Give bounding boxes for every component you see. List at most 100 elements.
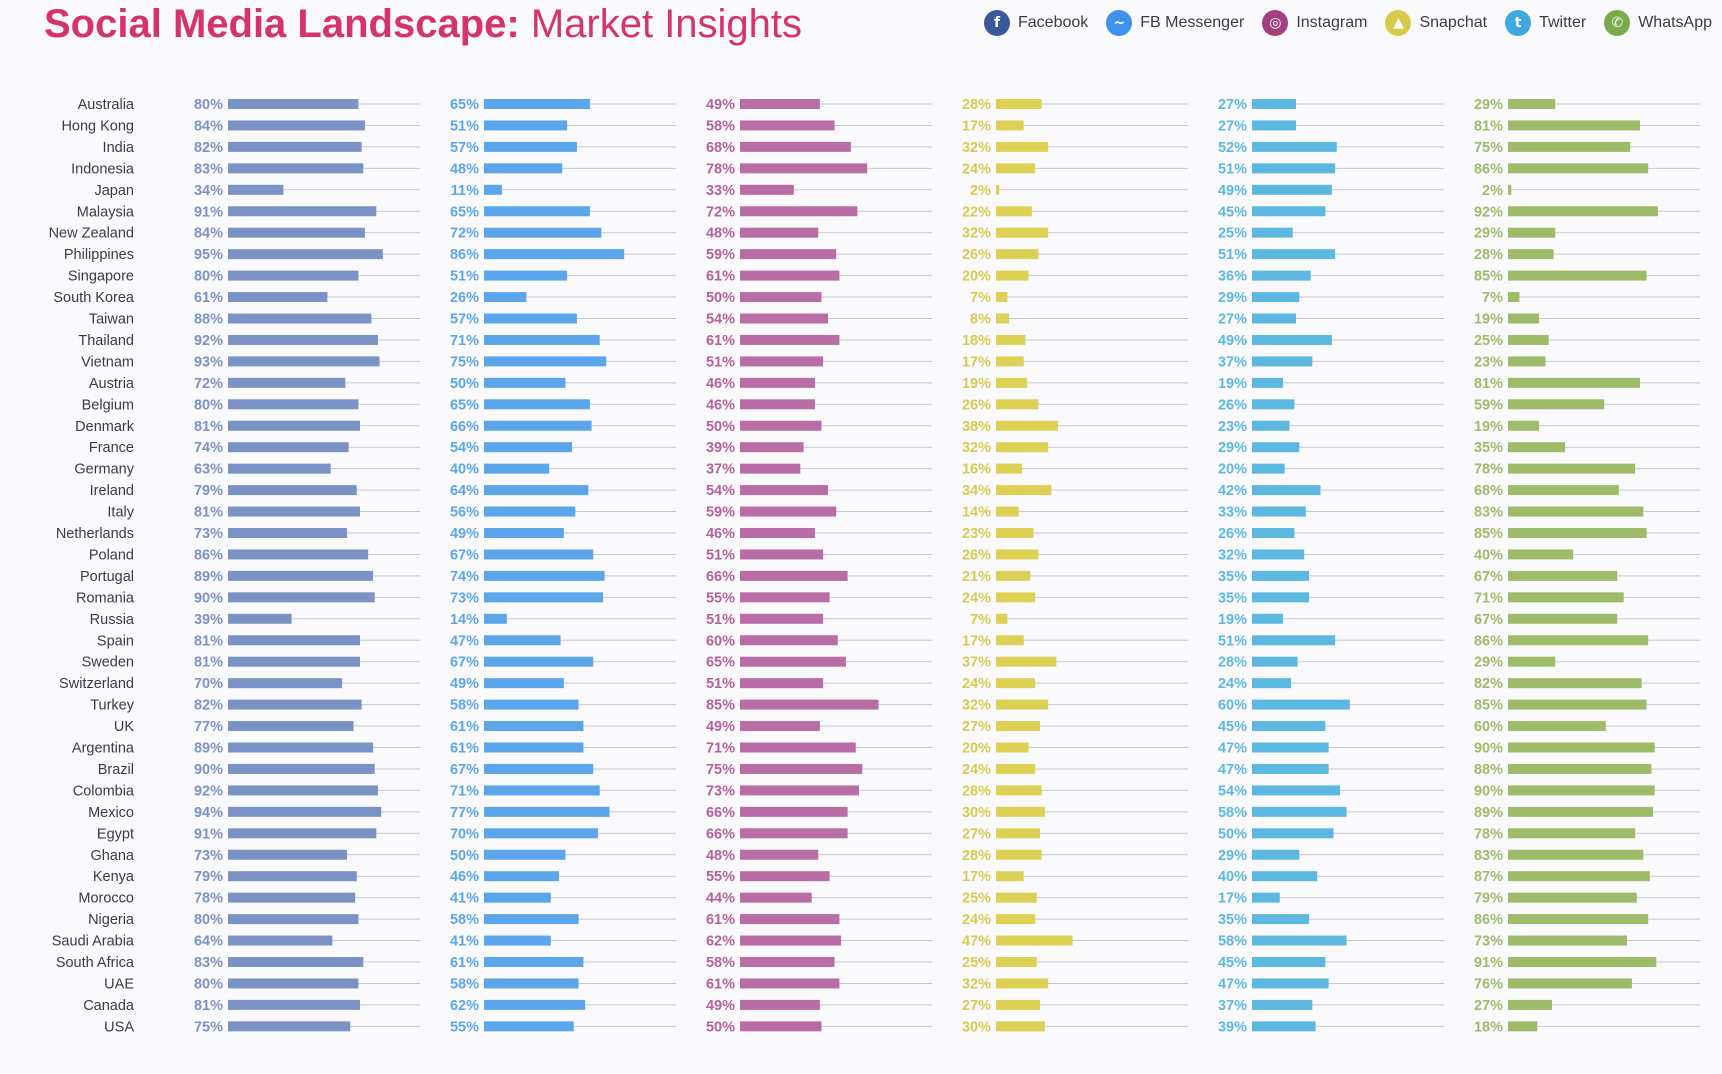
category-label: Indonesia bbox=[71, 161, 135, 177]
value-label: 24% bbox=[1218, 676, 1247, 692]
bar bbox=[484, 656, 594, 667]
value-label: 17% bbox=[1218, 891, 1247, 907]
facebook-icon: f bbox=[984, 10, 1010, 36]
bar bbox=[1252, 635, 1336, 646]
value-label: 37% bbox=[1218, 998, 1247, 1014]
category-label: Netherlands bbox=[56, 526, 134, 542]
value-label: 2% bbox=[1482, 183, 1503, 199]
value-label: 46% bbox=[706, 376, 735, 392]
value-label: 40% bbox=[1474, 547, 1503, 563]
value-label: 64% bbox=[194, 934, 223, 950]
bar bbox=[740, 656, 846, 667]
bar bbox=[484, 828, 599, 839]
value-label: 18% bbox=[962, 333, 991, 349]
bar bbox=[1252, 1021, 1316, 1032]
bar bbox=[740, 806, 848, 817]
legend-label: FB Messenger bbox=[1140, 14, 1245, 31]
value-label: 79% bbox=[1474, 891, 1503, 907]
bar bbox=[1252, 528, 1295, 538]
value-label: 73% bbox=[706, 783, 735, 799]
value-label: 23% bbox=[962, 526, 991, 542]
value-label: 39% bbox=[194, 612, 223, 628]
bar bbox=[1508, 763, 1652, 774]
bar bbox=[228, 635, 361, 646]
value-label: 17% bbox=[962, 869, 991, 885]
value-label: 74% bbox=[450, 569, 479, 585]
bar bbox=[1252, 506, 1306, 517]
value-label: 26% bbox=[1218, 397, 1247, 413]
value-label: 66% bbox=[706, 826, 735, 842]
value-label: 51% bbox=[706, 612, 735, 628]
bar bbox=[228, 806, 382, 817]
value-label: 72% bbox=[450, 226, 479, 242]
bar bbox=[996, 635, 1024, 646]
value-label: 27% bbox=[1474, 998, 1503, 1014]
value-label: 90% bbox=[1474, 783, 1503, 799]
bar bbox=[1252, 399, 1295, 410]
value-label: 87% bbox=[1474, 869, 1503, 885]
value-label: 66% bbox=[450, 419, 479, 435]
bar bbox=[228, 742, 374, 753]
value-label: 49% bbox=[706, 719, 735, 735]
bar bbox=[228, 399, 359, 410]
bar bbox=[484, 420, 592, 431]
value-label: 55% bbox=[706, 590, 735, 606]
value-label: 92% bbox=[1474, 204, 1503, 220]
bar bbox=[740, 270, 840, 281]
bar bbox=[1252, 377, 1283, 388]
value-label: 92% bbox=[194, 333, 223, 349]
bar bbox=[228, 656, 361, 667]
bar bbox=[740, 828, 848, 839]
category-label: South Korea bbox=[53, 290, 135, 306]
bar bbox=[228, 141, 362, 152]
bar bbox=[740, 163, 868, 174]
value-label: 54% bbox=[450, 440, 479, 456]
bar bbox=[228, 678, 343, 689]
bar bbox=[996, 828, 1041, 839]
bar bbox=[228, 892, 356, 903]
value-label: 47% bbox=[1218, 976, 1247, 992]
value-label: 95% bbox=[194, 247, 223, 263]
value-label: 73% bbox=[1474, 934, 1503, 950]
bar bbox=[484, 699, 579, 710]
bar bbox=[1508, 549, 1574, 560]
bar bbox=[1252, 849, 1300, 860]
value-label: 51% bbox=[1218, 633, 1247, 649]
value-label: 14% bbox=[962, 505, 991, 521]
bar bbox=[996, 742, 1029, 753]
bar bbox=[1508, 528, 1647, 538]
value-label: 61% bbox=[450, 955, 479, 971]
category-label: South Africa bbox=[56, 955, 135, 971]
value-label: 61% bbox=[706, 269, 735, 285]
value-label: 85% bbox=[1474, 526, 1503, 542]
category-label: Brazil bbox=[98, 762, 134, 778]
value-label: 59% bbox=[706, 505, 735, 521]
bar bbox=[228, 184, 284, 195]
value-label: 49% bbox=[450, 676, 479, 692]
value-label: 79% bbox=[194, 869, 223, 885]
bar bbox=[228, 849, 347, 860]
instagram-icon: ◎ bbox=[1262, 10, 1289, 36]
bar bbox=[996, 806, 1045, 817]
bar bbox=[228, 828, 377, 839]
bar bbox=[740, 699, 879, 710]
value-label: 50% bbox=[450, 376, 479, 392]
bar bbox=[740, 463, 801, 474]
category-label: Vietnam bbox=[81, 354, 134, 370]
category-label: Thailand bbox=[78, 333, 134, 349]
legend-item-instagram: ◎ Instagram bbox=[1262, 10, 1367, 36]
value-label: 61% bbox=[450, 719, 479, 735]
bar bbox=[228, 334, 378, 345]
value-label: 80% bbox=[194, 397, 223, 413]
chart-title: Social Media Landscape: Market Insights bbox=[44, 0, 802, 48]
value-label: 34% bbox=[194, 183, 223, 199]
value-label: 78% bbox=[1474, 462, 1503, 478]
value-label: 34% bbox=[962, 483, 991, 499]
category-label: Japan bbox=[94, 183, 134, 199]
value-label: 36% bbox=[1218, 269, 1247, 285]
bar bbox=[1252, 999, 1313, 1010]
bar bbox=[228, 914, 359, 925]
value-label: 58% bbox=[1218, 934, 1247, 950]
value-label: 67% bbox=[1474, 569, 1503, 585]
value-label: 84% bbox=[194, 118, 223, 134]
